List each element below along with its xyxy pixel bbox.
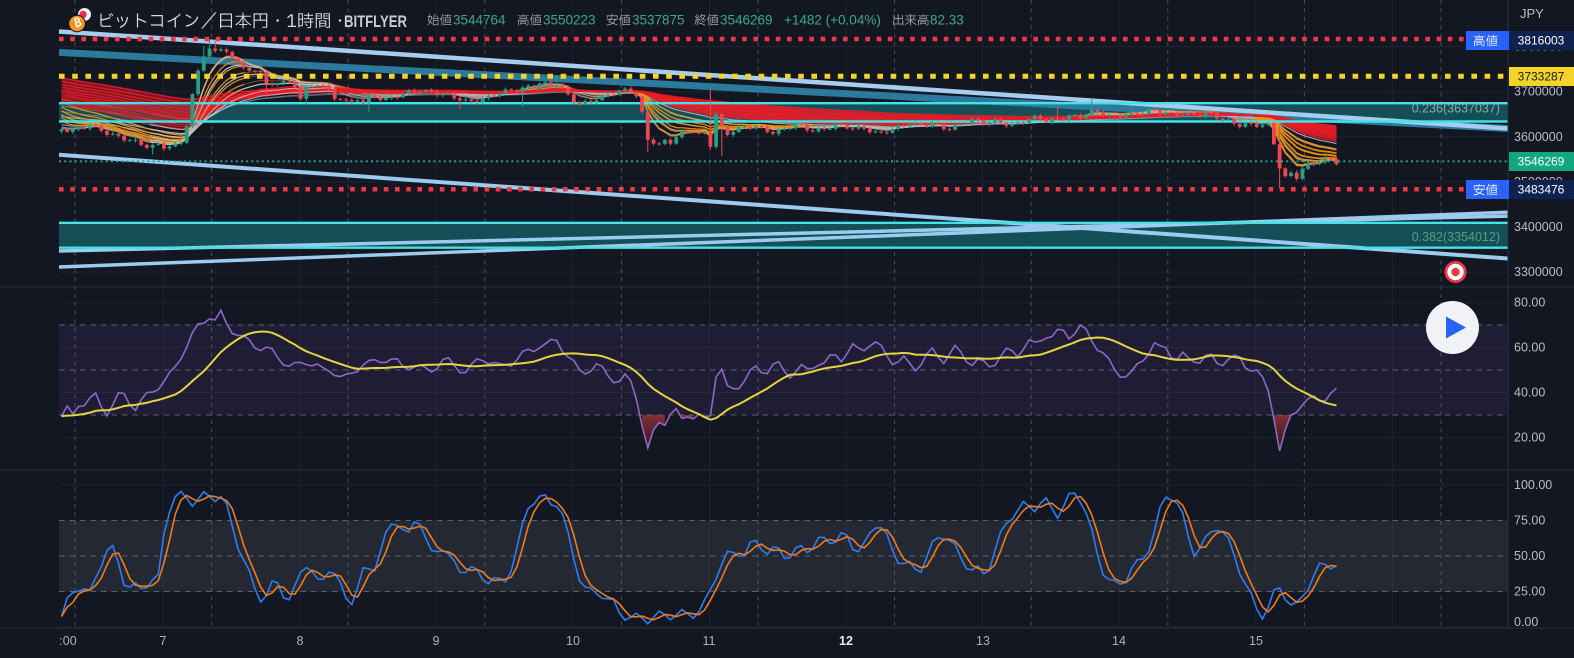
- svg-text:11: 11: [703, 634, 716, 648]
- svg-text:50.00: 50.00: [1514, 549, 1545, 563]
- svg-text:25.00: 25.00: [1514, 585, 1545, 599]
- svg-text:3733287: 3733287: [1518, 70, 1565, 84]
- svg-text:0.00: 0.00: [1514, 615, 1538, 629]
- svg-text:BITFLYER: BITFLYER: [344, 12, 407, 31]
- svg-text:75.00: 75.00: [1514, 514, 1545, 528]
- svg-text:0.236(3637037): 0.236(3637037): [1412, 102, 1500, 116]
- svg-text:3300000: 3300000: [1514, 265, 1563, 279]
- svg-text:8: 8: [297, 634, 304, 648]
- svg-text:82.33: 82.33: [930, 13, 964, 28]
- svg-text:3700000: 3700000: [1514, 85, 1563, 99]
- svg-text:80.00: 80.00: [1514, 296, 1545, 310]
- svg-text:3400000: 3400000: [1514, 220, 1563, 234]
- svg-text:60.00: 60.00: [1514, 341, 1545, 355]
- svg-text:13: 13: [976, 634, 990, 648]
- svg-text:0.382(3354012): 0.382(3354012): [1412, 230, 1500, 244]
- svg-text:7: 7: [160, 634, 167, 648]
- svg-text:3544764: 3544764: [453, 13, 506, 28]
- svg-text:15: 15: [1249, 634, 1263, 648]
- svg-text:20.00: 20.00: [1514, 431, 1545, 445]
- svg-text:40.00: 40.00: [1514, 386, 1545, 400]
- svg-text:14: 14: [1112, 634, 1126, 648]
- svg-text:12: 12: [839, 634, 853, 648]
- svg-text:JPY: JPY: [1520, 6, 1544, 21]
- svg-text:10: 10: [566, 634, 580, 648]
- svg-text:3816003: 3816003: [1518, 34, 1565, 48]
- svg-text:3483476: 3483476: [1518, 183, 1565, 197]
- svg-text:100.00: 100.00: [1514, 478, 1552, 492]
- svg-text:3546269: 3546269: [1518, 155, 1565, 169]
- svg-text:3546269: 3546269: [720, 13, 773, 28]
- svg-text::00: :00: [59, 634, 76, 648]
- svg-text:3600000: 3600000: [1514, 130, 1563, 144]
- svg-text:9: 9: [433, 634, 440, 648]
- svg-text:+1482 (+0.04%): +1482 (+0.04%): [784, 13, 881, 28]
- svg-text:3550223: 3550223: [543, 13, 596, 28]
- svg-text:3537875: 3537875: [632, 13, 685, 28]
